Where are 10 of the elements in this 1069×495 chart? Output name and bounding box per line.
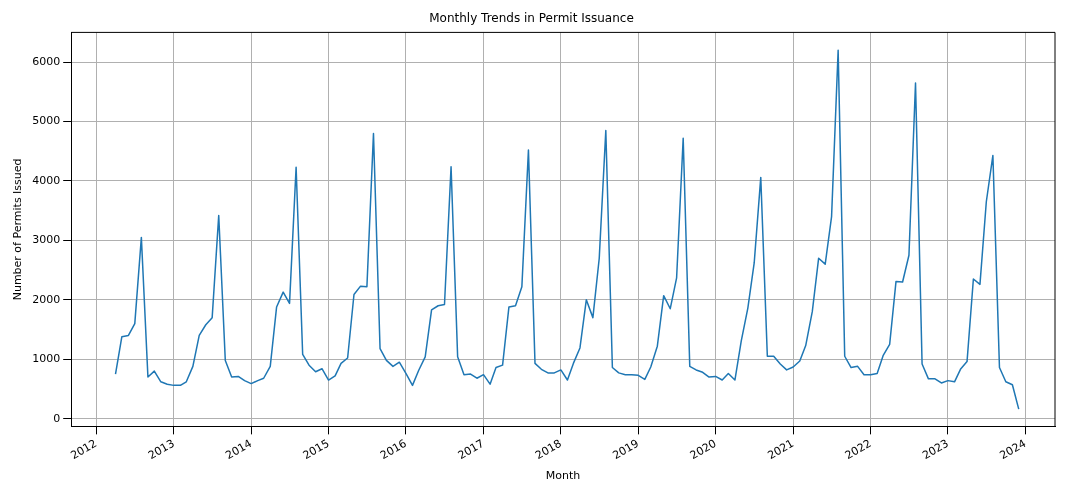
y-tick-label: 2000: [32, 292, 61, 306]
y-tick-label: 6000: [32, 54, 61, 68]
y-tick-label: 3000: [32, 233, 61, 247]
y-tick-label: 4000: [32, 173, 61, 187]
y-tick-label: 0: [53, 411, 61, 425]
y-tick-label: 5000: [32, 114, 61, 128]
y-axis-title: Number of Permits Issued: [11, 158, 25, 301]
chart-title: Monthly Trends in Permit Issuance: [429, 11, 634, 26]
y-tick-label: 1000: [32, 352, 61, 366]
x-axis-title: Month: [545, 469, 581, 483]
